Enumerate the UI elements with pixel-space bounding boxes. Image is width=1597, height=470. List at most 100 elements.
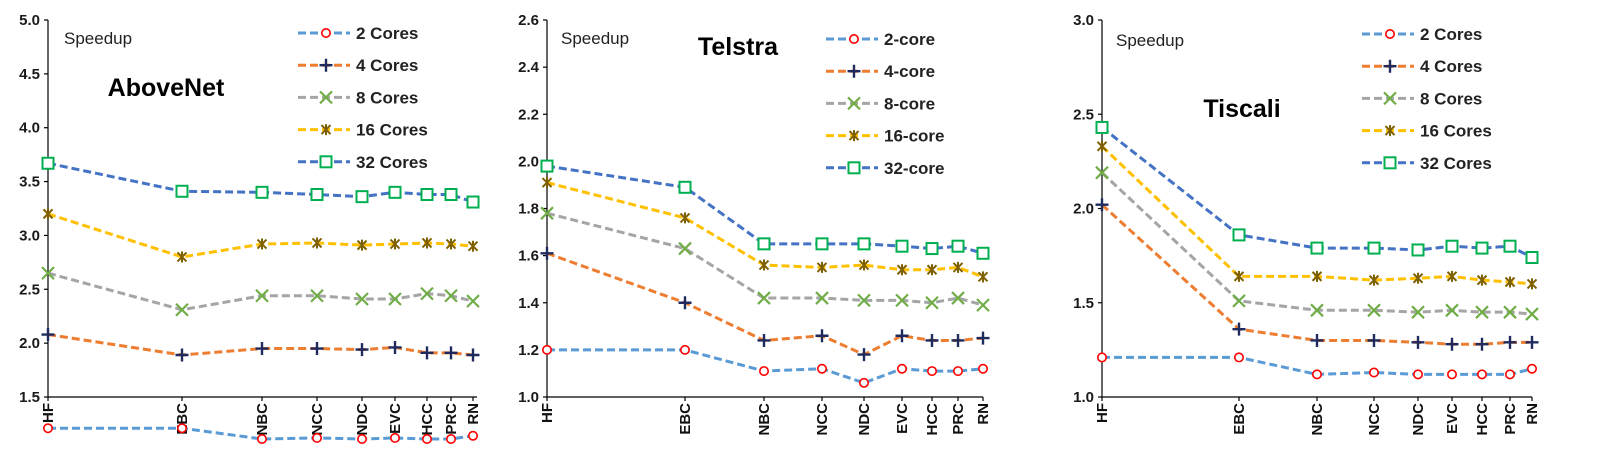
data-point [421,237,433,249]
data-point [355,343,369,357]
data-point [1311,270,1323,282]
legend-marker [847,64,861,78]
data-point [540,159,554,173]
data-point [896,363,907,374]
data-point [857,237,871,251]
x-tick-label-hf: HF [40,403,57,423]
data-point [1232,228,1246,242]
data-point [1233,270,1245,282]
data-point [1475,305,1489,319]
data-point [1367,333,1381,347]
x-tick-label-prc: PRC [443,403,460,435]
y-tick-label: 3.5 [19,174,40,191]
data-point [42,208,54,220]
data-point [1412,272,1424,284]
data-point [445,238,457,250]
y-tick-label: 2.0 [19,335,40,352]
data-point [815,291,829,305]
data-point [1310,241,1324,255]
data-point [175,302,189,317]
y-tick-label: 3.0 [1073,12,1094,29]
data-point [952,261,964,273]
data-point [757,237,771,251]
data-point [1446,270,1458,282]
legend-item: 8-core [826,94,935,113]
x-tick-label-nbc: NBC [1309,403,1326,436]
x-tick-label-nbc: NBC [756,403,773,436]
legend-item: 8 Cores [1362,89,1482,108]
data-point [925,295,939,310]
data-point [678,296,692,310]
data-point [857,348,871,362]
y-tick-label: 1.6 [518,248,539,265]
data-point [420,346,434,360]
x-tick-label-rn: RN [1524,403,1541,425]
data-point [421,434,432,445]
legend-marker [320,27,331,38]
legend-marker [848,130,860,142]
data-point [1525,307,1539,321]
legend-item: 2-core [826,30,935,49]
y-tick-label: 4.0 [19,120,40,137]
legend-label: 2 Cores [356,24,418,43]
data-point [1503,239,1517,253]
series-4-cores [41,328,480,362]
x-tick-label-hcc: HCC [419,403,436,436]
y-tick-label: 2.5 [1073,106,1094,123]
data-point [757,291,771,305]
data-point [1525,335,1539,349]
data-point [420,286,434,301]
legend-marker [319,155,333,169]
y-tick-label: 1.8 [518,201,539,218]
legend-item: 4 Cores [298,56,418,75]
x-tick-label-hcc: HCC [924,403,941,436]
data-point [1234,352,1245,363]
series-4-cores [1095,198,1539,351]
y-tick-label: 1.0 [1073,389,1094,406]
data-point [1505,369,1516,380]
legend-label: 4 Cores [1420,57,1482,76]
x-tick-label-prc: PRC [1502,403,1519,435]
data-point [1445,303,1459,318]
data-point [176,251,188,263]
data-point [1232,322,1246,336]
legend-item: 4-core [826,62,935,81]
chart-title: AboveNet [108,74,225,102]
legend-label: 8 Cores [356,88,418,107]
data-point [1411,305,1425,319]
telstra-chart: 1.0 1.2 1.4 1.6 1.8 2.0 2.2 2.4 2.6 HF EBC NBC NCC ND… [518,12,992,436]
data-point [444,187,458,201]
data-point [1411,335,1425,349]
y-axis-label: Speedup [64,29,132,48]
legend-item: 32 Cores [1362,154,1492,173]
data-point [256,238,268,250]
data-point [1310,333,1324,347]
x-tick-label-ndc: NDC [1410,403,1427,436]
x-tick-label-hf: HF [1094,403,1111,423]
legend-label: 4 Cores [356,56,418,75]
data-point [1525,251,1539,265]
x-tick-label-evc: EVC [387,403,404,434]
legend-marker [319,58,333,72]
data-point [466,195,480,209]
series-line [546,181,984,279]
y-tick-label: 2.6 [518,12,539,29]
data-point [1475,337,1489,351]
series-16-cores [1096,140,1538,290]
data-point [976,246,990,260]
legend-label: 16 Cores [1420,122,1492,141]
x-tick-label-ndc: NDC [354,403,371,436]
data-point [389,238,401,250]
legend-label: 16 Cores [356,121,428,140]
data-point [467,430,478,441]
data-point [175,184,189,198]
data-point [1445,337,1459,351]
data-point [679,212,691,224]
abovenet-chart: 1.52.02.53.03.54.04.55.0HF EBC NBC NCC NDC EV… [19,12,482,445]
legend: 2 Cores 4 Cores 8 Cores 16 Cores 32 Cores [1362,25,1492,173]
data-point [816,363,827,374]
legend-label: 2 Cores [1420,25,1482,44]
x-tick-label-ncc: NCC [814,403,831,436]
data-point [444,288,458,303]
